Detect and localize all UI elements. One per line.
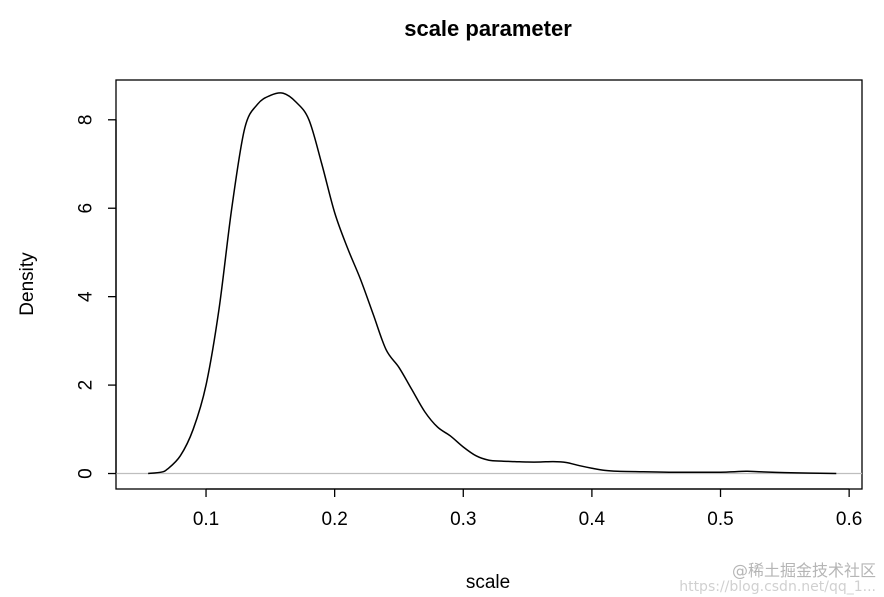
x-axis: 0.1 0.2 0.3 0.4 0.5 0.6 <box>193 488 862 530</box>
x-tick-label: 0.2 <box>321 509 347 530</box>
y-tick-label: 6 <box>76 203 97 214</box>
plot-frame <box>115 79 863 490</box>
chart-title: scale parameter <box>404 16 572 41</box>
y-axis-label: Density <box>17 252 38 316</box>
watermark-text: @稀土掘金技术社区 <box>731 561 876 580</box>
density-curve <box>148 92 837 475</box>
x-tick-label: 0.6 <box>836 509 862 530</box>
x-tick-label: 0.1 <box>193 509 219 530</box>
x-tick-label: 0.4 <box>579 509 606 530</box>
x-tick-label: 0.3 <box>450 509 476 530</box>
watermark-url: https://blog.csdn.net/qq_1... <box>679 579 876 595</box>
x-axis-label: scale <box>466 572 510 593</box>
y-tick-label: 4 <box>76 291 97 302</box>
x-tick-label: 0.5 <box>707 509 733 530</box>
y-tick-label: 2 <box>76 380 97 391</box>
y-axis: 0 2 4 6 8 <box>76 115 117 479</box>
y-tick-label: 0 <box>76 468 97 479</box>
y-tick-label: 8 <box>76 115 97 126</box>
